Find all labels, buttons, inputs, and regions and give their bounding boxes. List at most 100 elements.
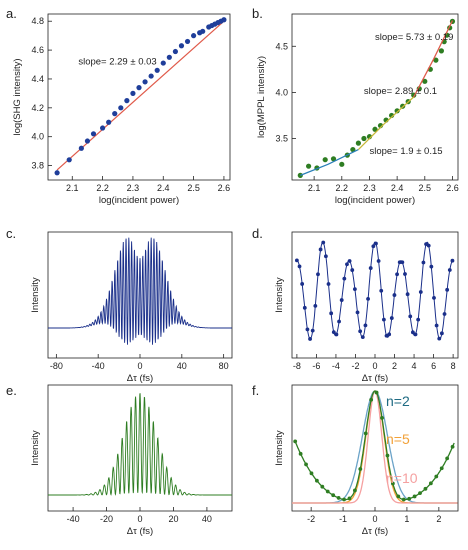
- data-point: [315, 478, 319, 483]
- y-axis-label: log(MPPL intensity): [256, 56, 267, 138]
- legend-entry-n=5: n=5: [386, 431, 410, 447]
- data-point: [347, 496, 352, 501]
- panel-label: b.: [252, 6, 263, 21]
- panel-d: d. -8 -6 -4 -2 0 2 4 6 8 Δτ (fs) Intensity: [252, 226, 459, 384]
- data-point: [422, 78, 428, 84]
- data-point: [148, 73, 154, 79]
- x-tick-label: -40: [67, 514, 80, 524]
- data-point: [361, 135, 367, 142]
- panel-label: a.: [6, 6, 17, 21]
- data-point: [325, 489, 330, 494]
- plot-frame: [291, 231, 459, 359]
- fit-line: [56, 20, 225, 171]
- data-point: [302, 305, 307, 310]
- x-axis-label: log(incident power): [99, 195, 179, 206]
- data-point: [392, 293, 397, 297]
- y-tick-label: 4.5: [275, 41, 288, 51]
- data-point: [418, 290, 423, 294]
- data-point: [298, 451, 303, 456]
- x-tick-label: 2: [392, 361, 397, 371]
- panel-c: c. -80 -40 0 40 80 Δτ (fs) Intensity: [6, 226, 233, 384]
- x-axis-label: Δτ (fs): [127, 373, 153, 384]
- data-point: [118, 105, 124, 111]
- y-tick-label: 4.8: [31, 16, 44, 26]
- x-tick-label: -4: [332, 361, 340, 371]
- data-point: [352, 488, 357, 493]
- data-point: [445, 287, 450, 292]
- fit-line: [413, 20, 454, 98]
- data-point: [184, 38, 191, 45]
- x-axis-label: Δτ (fs): [362, 526, 388, 537]
- data-point: [394, 108, 400, 114]
- data-point: [334, 332, 339, 337]
- slope-annotation: slope= 2.89 ± 0.1: [364, 86, 437, 97]
- x-tick-label: 2.1: [66, 183, 79, 193]
- data-point: [200, 28, 206, 34]
- y-axis-label: Intensity: [274, 277, 285, 313]
- x-tick-label: 2.4: [391, 183, 404, 193]
- y-tick-label: 4.6: [31, 45, 44, 55]
- data-point: [313, 304, 318, 308]
- x-tick-label: 40: [177, 361, 187, 371]
- data-point: [339, 161, 345, 167]
- data-point: [418, 491, 422, 496]
- data-point: [434, 474, 439, 479]
- x-tick-label: 2.3: [363, 183, 376, 193]
- y-tick-label: 3.5: [275, 134, 288, 144]
- data-point: [405, 292, 410, 297]
- data-point: [305, 327, 310, 332]
- legend-entry-n=2: n=2: [386, 393, 410, 409]
- plot-frame: [291, 13, 459, 181]
- data-point: [363, 323, 368, 328]
- fringe-trace: [296, 241, 454, 340]
- panel-f: f. -2 -1 0 1 2 Δτ (fs) Intensity n=2 n=5 n=10: [252, 383, 459, 537]
- data-point: [355, 140, 361, 146]
- data-point: [54, 170, 60, 176]
- data-point: [434, 323, 439, 328]
- x-tick-label: 2.1: [308, 183, 321, 193]
- data-point: [316, 272, 320, 277]
- x-tick-label: 8: [451, 361, 456, 371]
- data-point: [90, 131, 97, 137]
- slope-annotation: slope= 1.9 ± 0.15: [369, 146, 442, 157]
- data-point: [331, 493, 336, 498]
- data-point: [329, 311, 334, 316]
- data-point: [439, 331, 444, 336]
- data-point: [368, 266, 373, 270]
- data-point: [320, 484, 325, 489]
- data-point: [350, 146, 356, 153]
- data-point: [358, 467, 363, 471]
- data-point: [389, 316, 394, 320]
- plot-frame: [47, 13, 231, 181]
- model-curve-n=5: [292, 390, 458, 504]
- x-tick-label: 0: [372, 514, 377, 524]
- y-axis-label: Intensity: [30, 430, 41, 466]
- x-tick-label: 2.5: [187, 183, 200, 193]
- x-tick-label: 2.6: [218, 183, 231, 193]
- x-axis-label: Δτ (fs): [362, 373, 388, 384]
- data-point: [371, 244, 376, 249]
- data-point: [124, 98, 130, 104]
- x-tick-label: 2.6: [446, 183, 459, 193]
- data-point: [439, 466, 444, 471]
- data-point: [322, 157, 328, 163]
- y-axis-label: Intensity: [274, 430, 285, 466]
- data-point: [432, 295, 436, 300]
- data-point: [355, 310, 360, 315]
- data-point: [160, 60, 166, 66]
- panel-label: f.: [252, 383, 259, 398]
- panel-label: d.: [252, 226, 263, 241]
- data-point: [308, 337, 312, 341]
- data-point: [321, 240, 326, 245]
- data-point: [323, 254, 328, 259]
- plot-frame: [291, 384, 459, 512]
- slope-annotation: slope= 2.29 ± 0.03: [78, 57, 156, 68]
- data-point: [342, 497, 346, 502]
- data-point: [339, 298, 344, 302]
- data-point: [403, 272, 407, 276]
- data-point: [360, 335, 365, 339]
- data-point: [385, 453, 390, 458]
- data-point: [380, 415, 384, 420]
- x-axis-label: Δτ (fs): [127, 526, 153, 537]
- data-point: [450, 258, 455, 263]
